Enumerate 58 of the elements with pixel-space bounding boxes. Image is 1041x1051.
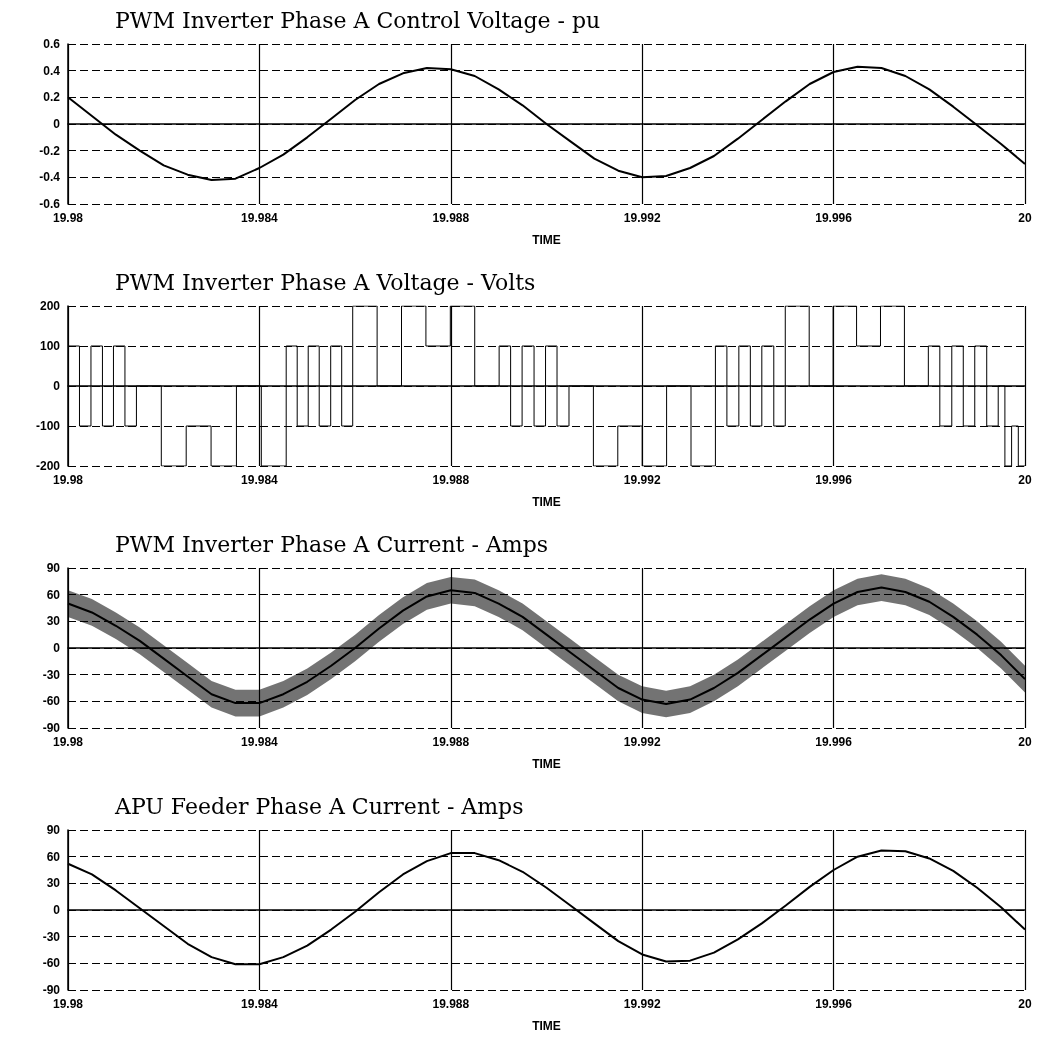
x-tick-label: 19.996 [815, 997, 853, 1011]
y-tick-label: 0.2 [43, 90, 61, 105]
chart-title: PWM Inverter Phase A Control Voltage - pu [115, 7, 601, 33]
y-tick-label: -0.6 [39, 197, 61, 211]
x-tick-label: 19.98 [52, 997, 84, 1011]
y-tick-label: 0.6 [43, 37, 61, 51]
x-tick-label: 19.988 [432, 473, 470, 487]
x-tick-label: 20 [1018, 997, 1032, 1011]
x-axis-title: TIME [532, 495, 561, 509]
y-tick-label: 0 [53, 903, 61, 917]
y-tick-label: 90 [46, 823, 61, 837]
x-tick-label: 19.996 [815, 211, 853, 225]
x-axis-title: TIME [532, 233, 561, 247]
y-tick-label: 100 [39, 339, 61, 353]
y-tick-label: 60 [46, 849, 61, 864]
y-tick-label: -200 [35, 459, 61, 473]
x-tick-label: 19.992 [623, 997, 661, 1011]
chart-title: APU Feeder Phase A Current - Amps [114, 793, 524, 819]
x-tick-label: 19.992 [623, 473, 661, 487]
x-tick-label: 19.988 [432, 735, 470, 749]
y-tick-label: 30 [46, 876, 61, 891]
x-tick-label: 19.984 [241, 997, 279, 1011]
y-tick-label: -30 [42, 929, 61, 944]
x-tick-label: 20 [1018, 735, 1032, 749]
y-tick-label: 0 [53, 379, 61, 393]
x-tick-label: 19.98 [52, 735, 84, 749]
x-tick-label: 19.988 [432, 211, 470, 225]
x-tick-label: 19.984 [241, 735, 279, 749]
x-tick-label: 19.984 [241, 473, 279, 487]
x-tick-label: 20 [1018, 473, 1032, 487]
y-tick-label: 0 [53, 117, 61, 131]
y-tick-label: 0 [53, 641, 61, 655]
x-axis-title: TIME [532, 757, 561, 771]
x-tick-label: 19.98 [52, 211, 84, 225]
y-tick-label: 30 [46, 614, 61, 629]
x-tick-label: 19.996 [815, 473, 853, 487]
x-tick-label: 19.992 [623, 211, 661, 225]
x-tick-label: 19.992 [623, 735, 661, 749]
y-tick-label: -0.4 [39, 170, 61, 185]
y-tick-label: -90 [42, 721, 61, 735]
y-tick-label: 0.4 [43, 63, 61, 78]
x-axis-title: TIME [532, 1019, 561, 1033]
chart-title: PWM Inverter Phase A Current - Amps [115, 531, 549, 557]
x-tick-label: 20 [1018, 211, 1032, 225]
y-tick-label: 90 [46, 561, 61, 575]
y-tick-label: 200 [39, 299, 61, 313]
chart-title: PWM Inverter Phase A Voltage - Volts [115, 269, 536, 295]
x-tick-label: 19.996 [815, 735, 853, 749]
y-tick-label: -60 [42, 956, 61, 971]
y-tick-label: 60 [46, 587, 61, 602]
y-tick-label: -60 [42, 694, 61, 709]
x-tick-label: 19.98 [52, 473, 84, 487]
y-tick-label: -30 [42, 667, 61, 682]
y-tick-label: -100 [35, 419, 61, 433]
y-tick-label: -0.2 [39, 143, 61, 158]
x-tick-label: 19.984 [241, 211, 279, 225]
y-tick-label: -90 [42, 983, 61, 997]
x-tick-label: 19.988 [432, 997, 470, 1011]
